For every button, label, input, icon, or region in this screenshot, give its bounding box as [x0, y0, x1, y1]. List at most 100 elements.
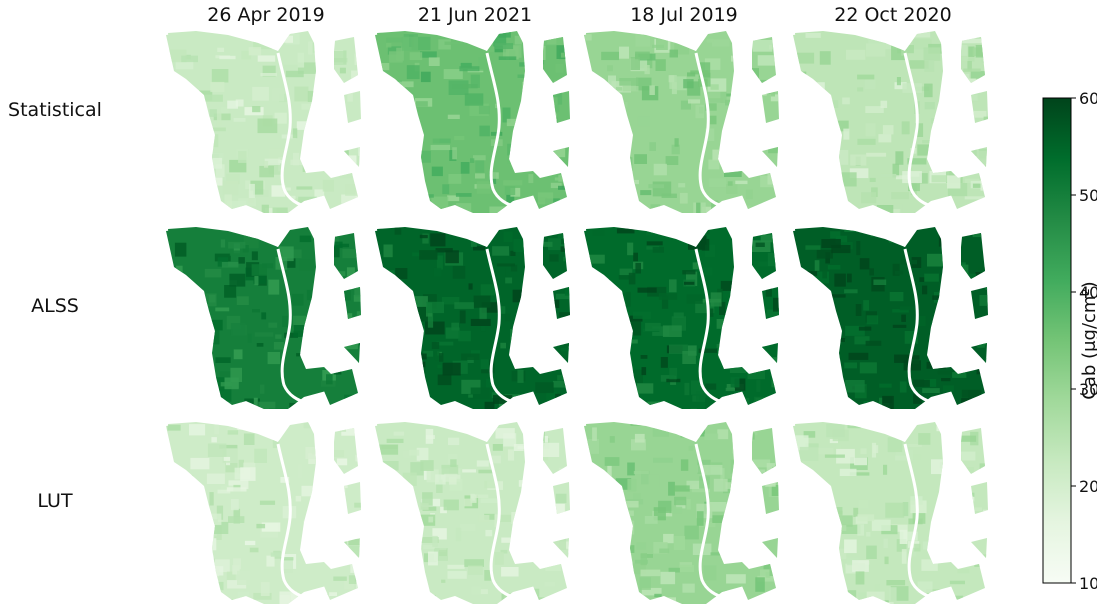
texture-patch — [686, 499, 691, 510]
texture-patch — [987, 534, 988, 544]
texture-patch — [212, 177, 223, 186]
texture-patch — [930, 321, 941, 328]
texture-patch — [874, 584, 880, 593]
texture-patch — [665, 156, 679, 165]
river — [276, 248, 309, 405]
texture-patch — [854, 457, 867, 466]
texture-patch — [679, 562, 692, 568]
texture-patch — [721, 160, 734, 169]
texture-patch — [544, 581, 555, 587]
texture-patch — [889, 292, 904, 302]
texture-patch — [624, 569, 635, 583]
texture-patch — [361, 261, 362, 268]
texture-patch — [745, 556, 758, 560]
texture-patch — [743, 460, 750, 468]
texture-patch — [724, 203, 739, 209]
texture-patch — [428, 551, 438, 566]
texture-patch — [416, 376, 423, 391]
texture-patch — [292, 128, 298, 139]
water-gap — [793, 490, 835, 590]
texture-patch — [918, 433, 931, 445]
texture-patch — [459, 310, 466, 324]
texture-patch — [535, 382, 554, 394]
texture-patch — [421, 537, 439, 543]
texture-patch — [463, 498, 473, 507]
texture-patch — [236, 422, 248, 430]
texture-patch — [288, 195, 296, 200]
texture-patch — [961, 398, 976, 406]
texture-patch — [292, 293, 304, 306]
texture-patch — [244, 540, 256, 546]
texture-patch — [538, 602, 555, 604]
texture-patch — [668, 567, 680, 573]
texture-patch — [433, 267, 442, 277]
texture-patch — [986, 552, 988, 561]
texture-patch — [268, 279, 280, 295]
texture-patch — [726, 93, 732, 97]
texture-patch — [863, 400, 869, 409]
texture-patch — [901, 121, 910, 135]
texture-patch — [980, 198, 987, 209]
texture-patch — [649, 142, 656, 151]
texture-patch — [803, 431, 816, 438]
texture-patch — [970, 71, 986, 79]
texture-patch — [637, 287, 657, 293]
texture-patch — [223, 456, 231, 461]
texture-patch — [866, 43, 886, 57]
texture-patch — [669, 367, 678, 380]
texture-patch — [495, 428, 515, 439]
texture-patch — [701, 238, 710, 251]
texture-patch — [448, 453, 458, 464]
texture-patch — [929, 210, 942, 213]
texture-patch — [297, 464, 303, 479]
map-panel — [584, 422, 780, 604]
texture-patch — [767, 252, 779, 267]
texture-patch — [187, 577, 194, 583]
texture-patch — [844, 590, 857, 604]
texture-patch — [500, 549, 508, 554]
texture-patch — [333, 576, 347, 581]
texture-patch — [510, 250, 516, 256]
texture-patch — [865, 340, 882, 346]
texture-patch — [617, 584, 635, 597]
texture-patch — [561, 238, 570, 245]
texture-patch — [842, 97, 850, 105]
texture-patch — [834, 120, 849, 132]
texture-patch — [765, 476, 776, 487]
texture-patch — [473, 246, 486, 251]
texture-patch — [254, 276, 259, 286]
texture-patch — [220, 382, 232, 387]
texture-patch — [386, 43, 392, 48]
texture-patch — [720, 280, 739, 291]
texture-patch — [452, 228, 471, 234]
colorbar-gradient — [1042, 97, 1072, 584]
texture-patch — [964, 196, 985, 200]
texture-patch — [753, 335, 770, 340]
texture-patch — [252, 86, 269, 101]
water-gap — [941, 31, 963, 65]
texture-patch — [912, 355, 920, 364]
texture-patch — [606, 405, 618, 409]
texture-patch — [266, 555, 275, 567]
texture-patch — [592, 203, 605, 211]
texture-patch — [566, 278, 570, 286]
texture-patch — [803, 87, 824, 99]
texture-patch — [982, 320, 988, 334]
texture-patch — [257, 55, 276, 62]
texture-patch — [627, 242, 634, 256]
texture-patch — [682, 583, 695, 593]
texture-patch — [360, 173, 361, 185]
texture-patch — [553, 474, 569, 480]
texture-patch — [679, 564, 695, 573]
texture-patch — [632, 369, 643, 383]
texture-patch — [388, 270, 395, 276]
texture-patch — [471, 586, 481, 595]
texture-patch — [256, 343, 264, 347]
texture-patch — [626, 520, 635, 535]
texture-patch — [549, 254, 559, 262]
texture-patch — [558, 128, 570, 133]
texture-patch — [633, 252, 638, 262]
texture-patch — [507, 143, 519, 156]
texture-patch — [448, 477, 457, 485]
texture-patch — [473, 295, 491, 308]
